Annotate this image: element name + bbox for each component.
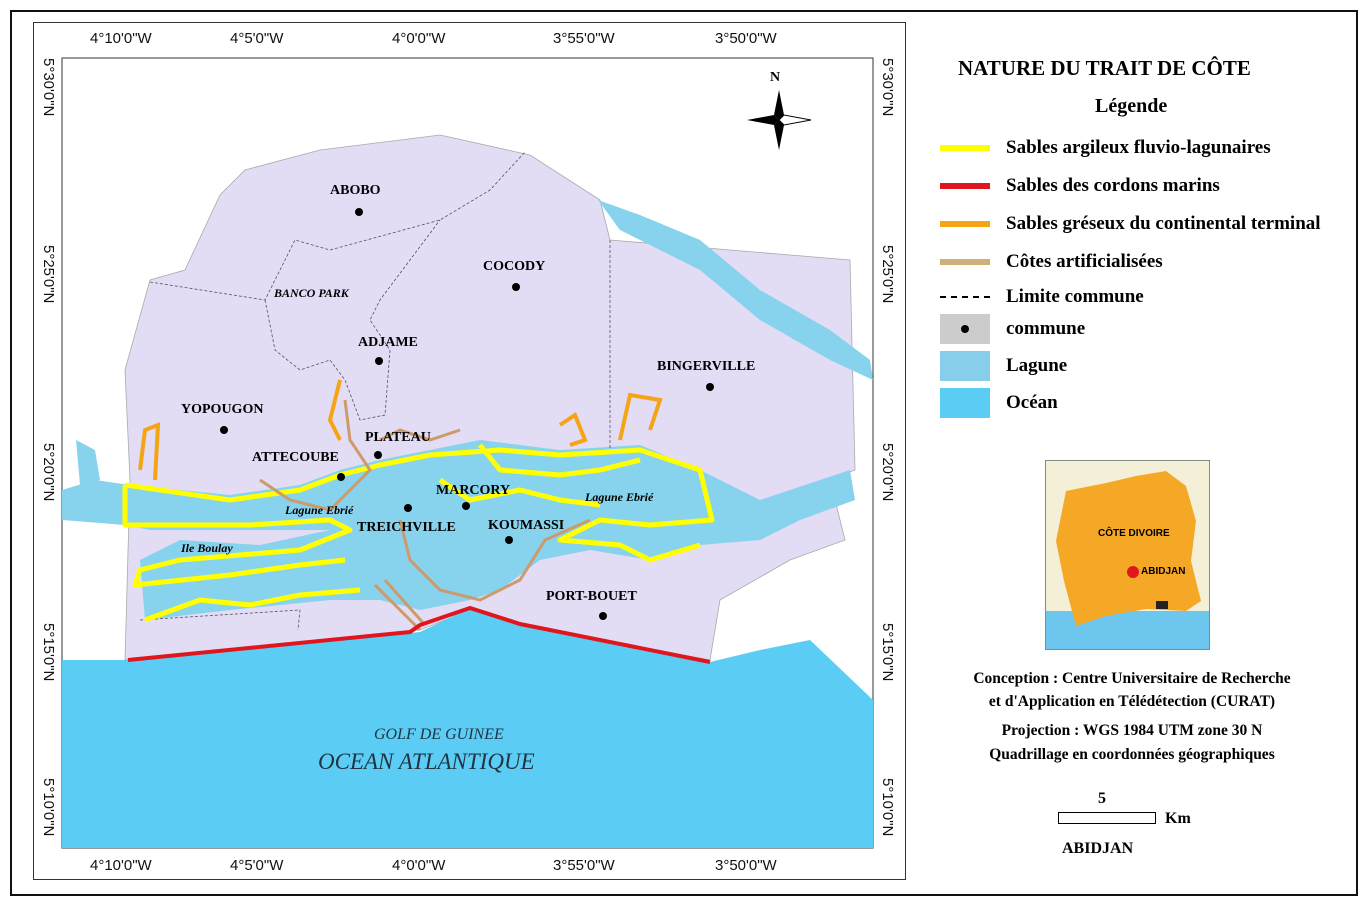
legend-label: Limite commune <box>1006 286 1144 307</box>
north-arrow-icon <box>747 90 812 150</box>
commune-label-bingerville: BINGERVILLE <box>657 359 756 374</box>
lon-bottom-1: 4°10'0"W <box>90 857 152 874</box>
legend-item-ocean: Océan <box>940 387 1058 419</box>
shore-sandstone <box>138 379 663 481</box>
lon-top-5: 3°50'0"W <box>715 30 777 47</box>
credit-line-1: Conception : Centre Universitaire de Rec… <box>973 670 1291 687</box>
legend-label: Sables argileux fluvio-lagunaires <box>1006 137 1271 158</box>
ocean-area <box>62 608 873 848</box>
commune-label-abobo: ABOBO <box>330 183 381 198</box>
lon-top-1: 4°10'0"W <box>90 30 152 47</box>
commune-label-marcory: MARCORY <box>436 483 511 498</box>
commune-points <box>220 208 714 620</box>
scale-value: 5 <box>1098 790 1106 807</box>
ocean-atlantique-label: OCEAN ATLANTIQUE <box>318 749 535 774</box>
lon-top-3: 4°0'0"W <box>392 30 446 47</box>
inset-map: CÔTE DIVOIRE ABIDJAN <box>1045 460 1210 650</box>
commune-label-treichville: TREICHVILLE <box>357 520 456 535</box>
shore-clay-sands <box>122 443 715 623</box>
shore-artificial <box>259 399 591 632</box>
legend-item-artificial: Côtes artificialisées <box>940 250 1163 274</box>
commune-label-yopougon: YOPOUGON <box>181 402 264 417</box>
credit-line-2: et d'Application en Télédétection (CURAT… <box>988 693 1276 710</box>
lon-bottom-5: 3°50'0"W <box>715 857 777 874</box>
lagoon-east-arm <box>598 200 873 380</box>
commune-label-plateau: PLATEAU <box>365 430 431 445</box>
legend-label: Côtes artificialisées <box>1006 251 1163 272</box>
lagoon-west-inlet <box>76 440 100 485</box>
scale-place: ABIDJAN <box>1062 840 1134 857</box>
legend-swatch <box>940 259 990 265</box>
map-frame <box>33 22 906 880</box>
shore-marine-sands <box>127 605 711 664</box>
ile-boulay-label: Ile Boulay <box>181 541 233 555</box>
legend-item-lagune: Lagune <box>940 350 1067 382</box>
legend-label: Lagune <box>1006 355 1068 376</box>
legend-swatch <box>940 183 990 189</box>
lon-bottom-4: 3°55'0"W <box>553 857 615 874</box>
lon-bottom-3: 4°0'0"W <box>392 857 446 874</box>
commune-label-cocody: COCODY <box>483 259 546 274</box>
lagune-ebrie-label-east: Lagune Ebrié <box>585 490 654 504</box>
banco-park-label: BANCO PARK <box>274 286 349 300</box>
map-title: NATURE DU TRAIT DE CÔTE <box>958 56 1251 80</box>
legend-swatch <box>940 296 990 298</box>
legend-swatch <box>940 388 990 418</box>
scale-unit: Km <box>1165 810 1191 827</box>
north-label: N <box>770 70 781 85</box>
lon-top-2: 4°5'0"W <box>230 30 284 47</box>
lagoon-area <box>62 440 855 620</box>
legend-item-commune: commune <box>940 313 1085 345</box>
golf-de-guinee-label: GOLF DE GUINEE <box>374 726 504 743</box>
legend-item-clay-sands: Sables argileux fluvio-lagunaires <box>940 136 1271 160</box>
inset-city-label: ABIDJAN <box>1141 566 1186 577</box>
legend-item-sandstone: Sables gréseux du continental terminal <box>940 212 1321 236</box>
legend-item-limit: Limite commune <box>940 285 1144 309</box>
legend-label: Océan <box>1006 392 1058 413</box>
inset-canvas <box>1046 471 1209 649</box>
credit-line-3: Projection : WGS 1984 UTM zone 30 N <box>1001 722 1263 739</box>
point-icon <box>961 325 969 333</box>
lon-top-4: 3°55'0"W <box>553 30 615 47</box>
legend-swatch <box>940 145 990 151</box>
commune-label-adjame: ADJAME <box>358 335 418 350</box>
scale-bar <box>1058 812 1156 824</box>
commune-label-port-bouet: PORT-BOUET <box>546 589 637 604</box>
legend-item-marine-sands: Sables des cordons marins <box>940 174 1220 198</box>
legend-label: commune <box>1006 318 1086 339</box>
commune-label-attecoube: ATTECOUBE <box>252 450 339 465</box>
map-outer-frame <box>10 10 1358 896</box>
inset-country-label: CÔTE DIVOIRE <box>1098 528 1170 539</box>
commune-boundaries <box>139 151 611 631</box>
legend-heading: Légende <box>1095 95 1168 117</box>
legend-swatch <box>940 221 990 227</box>
legend-label: Sables des cordons marins <box>1006 175 1220 196</box>
legend-label: Sables gréseux du continental terminal <box>1006 213 1321 234</box>
lagune-ebrie-label-west: Lagune Ebrié <box>285 503 354 517</box>
commune-label-koumassi: KOUMASSI <box>488 518 565 533</box>
credit-line-4: Quadrillage en coordonnées géographiques <box>989 746 1275 763</box>
legend-swatch <box>940 314 990 344</box>
legend-swatch <box>940 351 990 381</box>
lon-bottom-2: 4°5'0"W <box>230 857 284 874</box>
